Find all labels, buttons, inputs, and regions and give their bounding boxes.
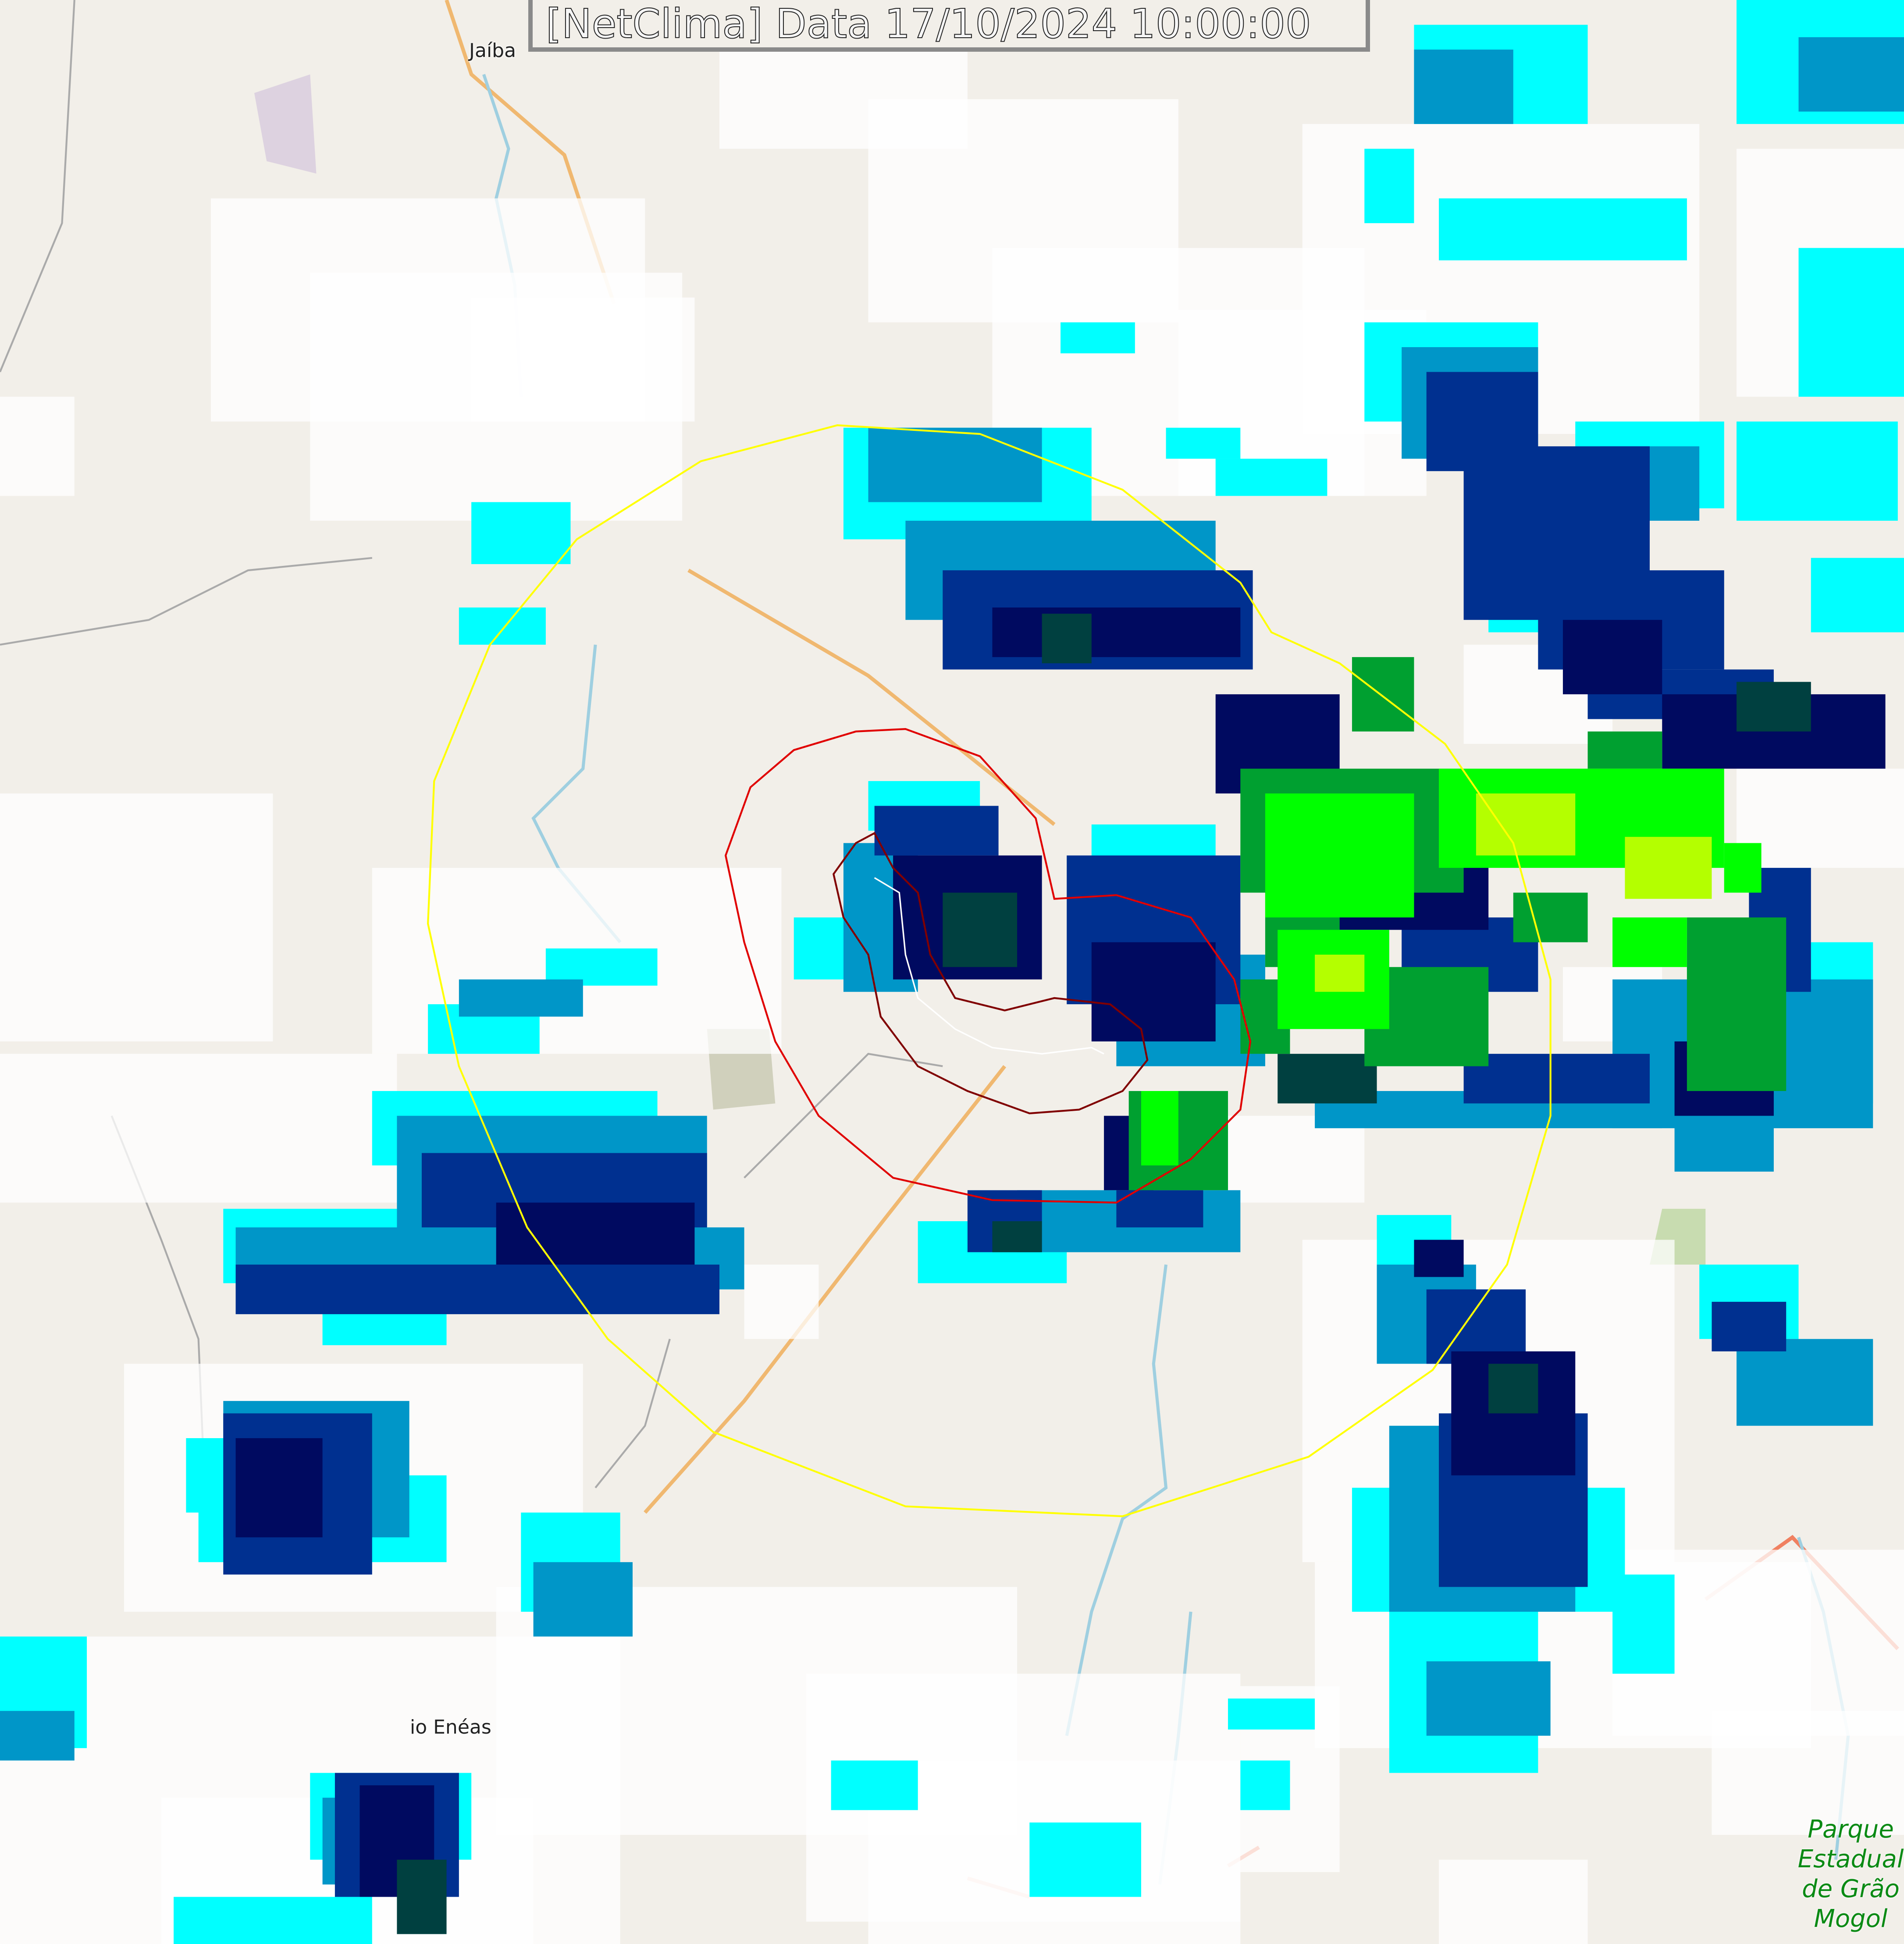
radar-echo-cell — [0, 793, 273, 1041]
radar-echo-cell — [1612, 1574, 1675, 1674]
radar-echo-cell — [1061, 322, 1135, 354]
radar-echo-cell — [1414, 50, 1513, 124]
radar-echo-cell — [0, 1054, 397, 1203]
radar-echo-cell — [533, 1562, 633, 1637]
radar-echo-cell — [1737, 682, 1811, 732]
radar-echo-cell — [496, 1202, 695, 1265]
radar-echo-cell — [1414, 1240, 1464, 1277]
radar-echo-cell — [235, 1438, 323, 1538]
radar-echo-cell — [1724, 843, 1762, 893]
radar-echo-cell — [1029, 1822, 1141, 1897]
cell-outline — [833, 832, 1149, 1115]
inner-range-ring — [724, 728, 1252, 1204]
storm-track — [874, 877, 1104, 1055]
radar-echo-cell — [174, 1897, 372, 1944]
radar-echo-cell — [1687, 917, 1787, 1091]
outer-range-ring — [427, 424, 1552, 1518]
radar-echo-cell — [1315, 954, 1365, 992]
radar-echo-cell — [1439, 1859, 1588, 1944]
place-label-jaiba: Jaíba — [469, 39, 516, 62]
radar-echo-cell — [459, 979, 583, 1017]
radar-echo-cell — [1215, 458, 1327, 496]
radar-echo-cell — [1798, 37, 1904, 112]
radar-echo-cell — [1116, 1190, 1203, 1228]
radar-echo-cell — [1463, 1054, 1650, 1104]
radar-echo-cell — [1488, 1364, 1538, 1414]
radar-echo-cell — [1674, 1116, 1774, 1172]
radar-echo-cell — [1278, 1054, 1377, 1104]
radar-echo-cell — [1476, 793, 1576, 856]
radar-echo-cell — [1228, 1698, 1315, 1730]
place-label-eneas: io Enéas — [410, 1716, 491, 1738]
radar-echo-cell — [1166, 427, 1241, 459]
park-label-line: Estadual — [1797, 1845, 1904, 1873]
radar-echo-cell — [0, 1711, 75, 1761]
radar-echo-cell — [1562, 620, 1662, 694]
radar-echo-cell — [1364, 149, 1414, 224]
radar-echo-cell — [1737, 421, 1898, 521]
urban-area — [254, 74, 317, 174]
radar-echo-cell — [1625, 837, 1712, 899]
map-title: [NetClima] Data 17/10/2024 10:00:00 — [528, 0, 1370, 52]
radar-echo-cell — [1426, 1661, 1551, 1736]
radar-echo-cell — [1712, 1301, 1787, 1352]
park-label-line: Parque — [1808, 1815, 1894, 1844]
radar-echo-cell — [471, 502, 571, 564]
park-label-line: de Grão — [1802, 1875, 1900, 1903]
radar-echo-cell — [1141, 1091, 1178, 1166]
radar-echo-cell — [1352, 657, 1414, 732]
radar-echo-cell — [471, 297, 695, 422]
road — [687, 569, 1056, 826]
radar-echo-cell — [1737, 768, 1904, 868]
radar-echo-cell — [868, 427, 1042, 502]
radar-echo-cell — [1091, 942, 1216, 1041]
radar-echo-cell — [1712, 1711, 1904, 1835]
radar-echo-cell — [1265, 793, 1414, 918]
park-label: Parque Estadual de Grão Mogol — [1797, 1815, 1904, 1934]
radar-echo-cell — [1811, 558, 1904, 633]
radar-echo-cell — [1587, 731, 1662, 769]
radar-echo-cell — [874, 806, 999, 856]
radar-echo-cell — [1737, 1339, 1873, 1426]
radar-echo-cell — [744, 1265, 819, 1339]
radar-echo-cell — [1042, 614, 1092, 664]
boundary — [0, 0, 943, 1489]
radar-echo-cell — [1612, 917, 1687, 967]
radar-echo-cell — [992, 1221, 1042, 1252]
radar-echo-cell — [943, 892, 1018, 967]
radar-echo-cell — [459, 607, 546, 645]
radar-echo-cell — [1798, 248, 1904, 397]
radar-echo-cell — [1240, 1760, 1290, 1810]
radar-echo-cell — [0, 397, 75, 496]
radar-echo-cell — [397, 1859, 447, 1934]
radar-echo-cell — [1439, 198, 1687, 260]
radar-echo-cell — [831, 1760, 918, 1810]
radar-echo-cell — [235, 1265, 720, 1315]
radar-echo-cell — [992, 607, 1241, 657]
park-label-line: Mogol — [1814, 1905, 1888, 1933]
radar-echo-cell — [1513, 892, 1588, 942]
